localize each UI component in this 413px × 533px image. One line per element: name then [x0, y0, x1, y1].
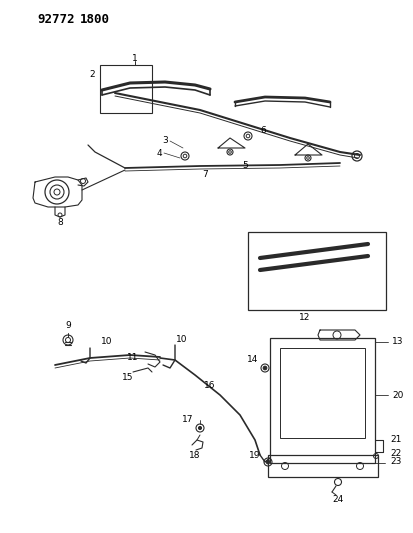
Bar: [247, 232, 385, 310]
Text: 15: 15: [122, 373, 133, 382]
Circle shape: [266, 460, 269, 464]
Text: 10: 10: [176, 335, 188, 344]
Text: 92772: 92772: [37, 13, 74, 26]
Text: 17: 17: [181, 416, 192, 424]
Text: 13: 13: [391, 337, 403, 346]
Bar: [100, 65, 152, 113]
Bar: [279, 348, 364, 438]
Text: 6: 6: [259, 125, 265, 134]
Text: 11: 11: [127, 353, 138, 362]
Text: 8: 8: [57, 217, 63, 227]
Circle shape: [198, 426, 201, 430]
Text: 22: 22: [389, 449, 400, 458]
Bar: [269, 338, 374, 463]
Text: 21: 21: [389, 435, 401, 445]
Text: 19: 19: [248, 450, 259, 459]
Circle shape: [263, 366, 266, 370]
Text: 24: 24: [332, 496, 343, 505]
Text: 1: 1: [132, 53, 138, 62]
Text: 10: 10: [101, 337, 112, 346]
Bar: [267, 455, 377, 477]
Text: 7: 7: [202, 169, 207, 179]
Text: 9: 9: [65, 321, 71, 330]
Text: 18: 18: [189, 451, 200, 461]
Text: 23: 23: [389, 457, 401, 466]
Text: 20: 20: [391, 391, 402, 400]
Text: 16: 16: [203, 381, 214, 390]
Text: 4: 4: [156, 149, 161, 157]
Text: 14: 14: [246, 356, 257, 365]
Text: 12: 12: [299, 313, 310, 322]
Text: 2: 2: [89, 69, 95, 78]
Text: 5: 5: [242, 160, 247, 169]
Text: 1800: 1800: [80, 13, 110, 26]
Text: 3: 3: [162, 135, 168, 144]
